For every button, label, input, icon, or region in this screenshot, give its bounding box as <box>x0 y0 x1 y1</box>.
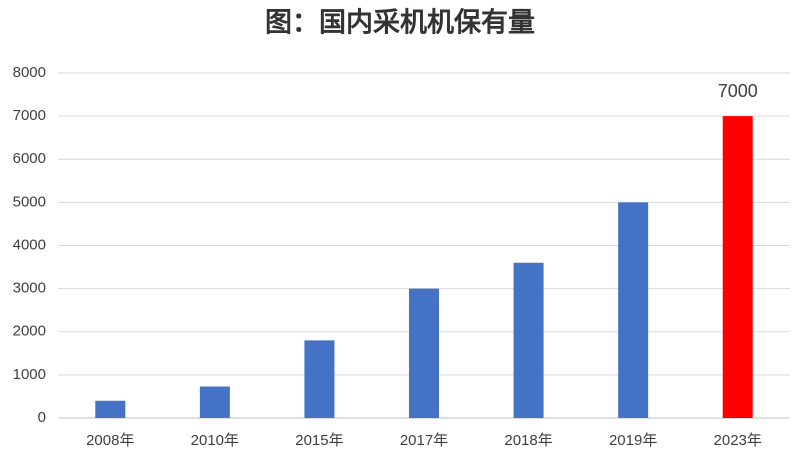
y-tick-label: 7000 <box>13 107 46 124</box>
y-tick-label: 6000 <box>13 150 46 167</box>
chart-title: 图：国内采机机保有量 <box>265 8 535 39</box>
y-tick-label: 8000 <box>13 64 46 81</box>
x-tick-label: 2018年 <box>504 432 552 449</box>
data-label: 7000 <box>718 81 758 101</box>
x-tick-label: 2008年 <box>86 432 134 449</box>
x-tick-label: 2023年 <box>714 432 762 449</box>
bar <box>409 288 439 418</box>
bar <box>618 202 649 418</box>
bar <box>722 116 753 418</box>
bar <box>304 340 335 418</box>
y-tick-label: 1000 <box>13 366 46 383</box>
x-tick-label: 2015年 <box>295 432 343 449</box>
x-tick-label: 2019年 <box>609 432 657 449</box>
y-tick-label: 3000 <box>13 280 46 297</box>
bar <box>95 400 126 418</box>
y-tick-label: 5000 <box>13 193 46 210</box>
y-tick-label: 4000 <box>13 236 46 253</box>
bar <box>199 386 230 418</box>
x-tick-label: 2010年 <box>191 432 239 449</box>
y-tick-label: 0 <box>38 409 46 426</box>
bar <box>513 262 544 418</box>
x-tick-label: 2017年 <box>400 432 448 449</box>
y-tick-label: 2000 <box>13 323 46 340</box>
